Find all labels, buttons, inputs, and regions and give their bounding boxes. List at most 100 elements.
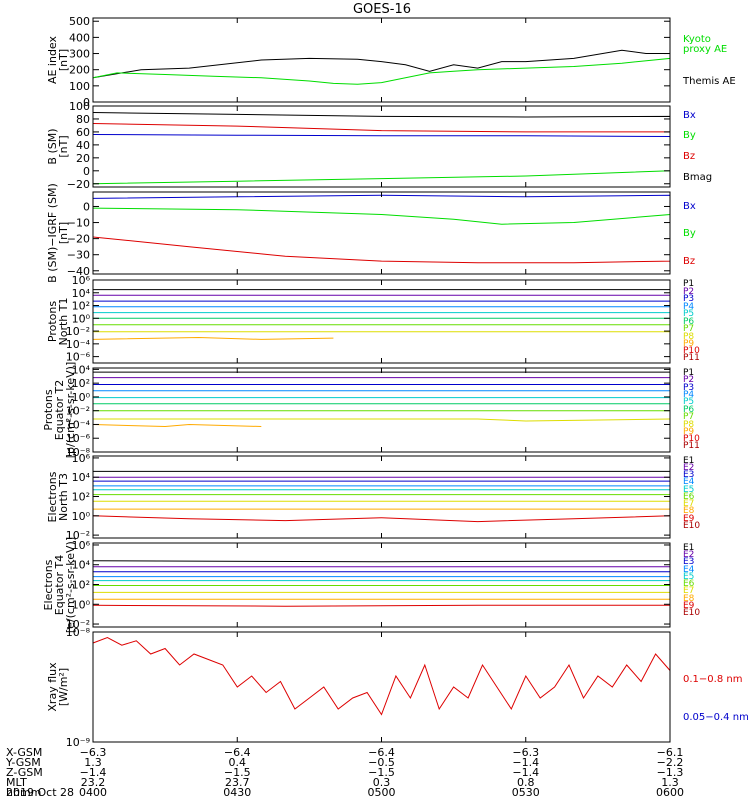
panel-5-ytick-label-6: 10⁻⁶ xyxy=(66,432,91,445)
panel-8-legend-2: 0.05−0.4 nm xyxy=(683,712,749,723)
footer-y-gsm-2: 0.4 xyxy=(229,756,247,769)
panel-7-legend-6: E6 xyxy=(683,579,695,589)
panel-6-ylabel-line-2: North T3 xyxy=(57,473,70,521)
x-axis-footer: X-GSM −6.3 −6.4 −6.4 −6.3 −6.1 Y-GSM 1.3 0.4 −0.5… xyxy=(5,746,684,799)
panel-7-ytick-label-5: 10⁻² xyxy=(66,618,90,631)
panel-3-series-2 xyxy=(92,204,671,225)
panel-5-ytick-label-1: 10⁴ xyxy=(72,363,91,376)
footer-y-gsm-5: −2.2 xyxy=(657,756,684,769)
panel-5-legend-3: P3 xyxy=(683,383,694,393)
panel-4-ytick-label-7: 10⁻⁶ xyxy=(66,351,91,364)
panel-8-ytick-label-2: 10⁻⁹ xyxy=(66,736,90,749)
panel-2-ytick-label-4: 40 xyxy=(76,139,90,152)
panel-4-legend-11: P11 xyxy=(683,353,700,363)
panel-6-legend-9: E9 xyxy=(683,514,695,524)
panel-5-legend-8: P8 xyxy=(683,420,694,430)
panel-3-ytick-label-5: 0 xyxy=(83,200,90,213)
footer-mlt-4: 0.8 xyxy=(517,776,535,789)
panel-5-frame xyxy=(92,367,671,453)
footer-mlt-1: 23.2 xyxy=(81,776,106,789)
panel-2-ytick-label-3: 20 xyxy=(76,152,90,165)
panel-1-ytick-label-6: 500 xyxy=(69,15,90,28)
panel-5-ylabel-line-3: [p/(cm²-s-sr-keV)] xyxy=(64,362,77,459)
footer-hhmm-5: 0600 xyxy=(656,786,684,799)
panel-1-ytick-label-3: 200 xyxy=(69,64,90,77)
panel-2-ylabel-line-2: [nT] xyxy=(57,135,70,157)
footer-hhmm-2: 0430 xyxy=(223,786,251,799)
panel-6-legend-10: E10 xyxy=(683,521,700,531)
panel-7-ylabel-line-1: Electrons xyxy=(42,559,55,610)
panel-7-ytick-label-4: 10⁰ xyxy=(72,598,91,611)
panel-7-legend-2: E2 xyxy=(683,550,694,560)
footer-y-gsm-3: −0.5 xyxy=(368,756,395,769)
panel-3-ytick-label-1: −40 xyxy=(67,265,90,278)
panel-6-legend-3: E3 xyxy=(683,470,694,480)
panel-6-legend-4: E4 xyxy=(683,477,695,487)
panel-2-legend-2: By xyxy=(683,130,696,141)
footer-mlt-3: 0.3 xyxy=(373,776,391,789)
panel-1-frame xyxy=(92,17,671,103)
panel-4-frame xyxy=(92,279,671,364)
panel-6-legend-1: E1 xyxy=(683,456,694,466)
panel-7-legend-7: E7 xyxy=(683,586,694,596)
panel-6-legend-2: E2 xyxy=(683,463,694,473)
panel-4-legend-6: P6 xyxy=(683,317,694,327)
panel-2-legend-1: Bx xyxy=(683,110,696,121)
footer-z-gsm-3: −1.5 xyxy=(368,766,395,779)
panel-3: −40 −30 −20 −10 0 B (SM)−IGRF (SM)[nT] Bx By Bz xyxy=(46,183,696,283)
panel-1-ytick-label-4: 300 xyxy=(69,48,90,61)
footer-x-gsm-4: −6.3 xyxy=(512,746,539,759)
panel-4-legend-3: P3 xyxy=(683,294,694,304)
footer-x-gsm-2: −6.4 xyxy=(224,746,251,759)
panel-7-legend-9: E9 xyxy=(683,601,695,611)
panel-4-legend-1: P1 xyxy=(683,279,694,289)
panel-2-series-1 xyxy=(92,112,671,118)
panel-6-ytick-label-2: 10⁴ xyxy=(72,471,91,484)
panel-1-legend-2: proxy AE xyxy=(683,44,727,55)
panel-4-legend-4: P4 xyxy=(683,302,694,312)
panel-7-ytick-label-1: 10⁶ xyxy=(72,539,91,552)
panel-1-ytick-label-5: 400 xyxy=(69,31,90,44)
panel-5-legend-11: P11 xyxy=(683,441,700,451)
panel-4-legend-10: P10 xyxy=(683,346,700,356)
panel-2-ytick-label-6: 80 xyxy=(76,113,90,126)
panel-8-series-1 xyxy=(92,636,671,742)
panel-7-legend-3: E3 xyxy=(683,557,694,567)
footer-x-gsm-1: −6.3 xyxy=(80,746,107,759)
panel-4-legend-8: P8 xyxy=(683,332,694,342)
panel-3-ylabel-line-2: [nT] xyxy=(57,222,70,244)
panel-7-legend-4: E4 xyxy=(683,565,695,575)
panel-6-series-1 xyxy=(93,459,671,472)
panel-6-ylabel-line-1: Electrons xyxy=(46,471,59,522)
panel-4-legend-9: P9 xyxy=(683,339,694,349)
footer-date: 2019 Oct 28 xyxy=(6,786,74,799)
panel-6-legend-8: E8 xyxy=(683,506,695,516)
footer-x-gsm-5: −6.1 xyxy=(657,746,684,759)
footer-hhmm-4: 0530 xyxy=(512,786,540,799)
panel-3-legend-2: By xyxy=(683,228,696,239)
panel-8-ytick-label-1: 10⁻⁸ xyxy=(66,626,91,639)
panel-6-ytick-label-1: 10⁶ xyxy=(72,452,91,465)
panel-5-legend-1: P1 xyxy=(683,368,694,378)
footer-z-gsm-4: −1.4 xyxy=(512,766,539,779)
panel-5-legend-2: P2 xyxy=(683,375,694,385)
panel-8-ylabel-line-2: [W/m²] xyxy=(57,668,70,706)
panel-3-frame xyxy=(92,191,671,275)
panel-4-legend-7: P7 xyxy=(683,324,694,334)
panel-5-ytick-label-4: 10⁻² xyxy=(66,405,90,418)
panel-5-legend-5: P5 xyxy=(683,397,694,407)
footer-y-gsm-4: −1.4 xyxy=(512,756,539,769)
panel-6-legend-6: E6 xyxy=(683,492,695,502)
panel-7-legend-5: E5 xyxy=(683,572,694,582)
footer-row-label-2: Y-GSM xyxy=(5,756,41,769)
panel-8: 10⁻⁸ 10⁻⁹ Xray flux[W/m²] 0.1−0.8 nm 0.05−0.… xyxy=(46,626,749,749)
footer-z-gsm-2: −1.5 xyxy=(224,766,251,779)
panel-5-legend-6: P6 xyxy=(683,405,694,415)
panel-6-legend-5: E5 xyxy=(683,485,694,495)
